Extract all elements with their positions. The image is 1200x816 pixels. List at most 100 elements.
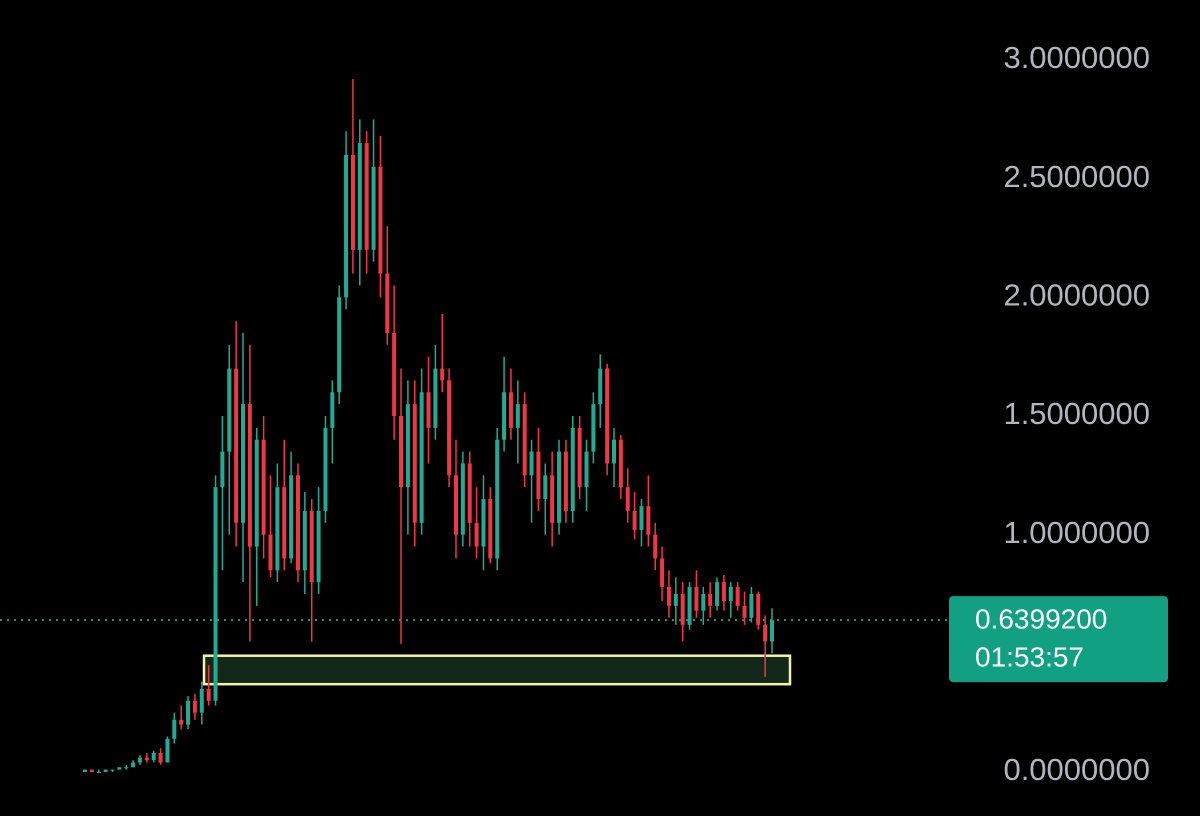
candle-body: [220, 451, 225, 488]
candle-body: [632, 510, 637, 530]
candle-body: [570, 427, 575, 511]
candle-body: [433, 368, 438, 428]
y-tick-label: 3.0000000: [1003, 40, 1150, 75]
candle-body: [694, 586, 699, 611]
candle-body: [268, 534, 273, 571]
candle-body: [618, 439, 623, 488]
candle-body: [302, 510, 307, 571]
price-label-box: [949, 596, 1168, 683]
candle-body: [385, 273, 390, 333]
support-zone: [202, 654, 792, 686]
candle-body: [247, 404, 252, 547]
candle-body: [536, 451, 541, 500]
candle-body: [378, 166, 383, 274]
candle-body: [488, 499, 493, 559]
candle-body: [660, 558, 665, 587]
candle-body: [392, 332, 397, 416]
candle-body: [508, 392, 513, 428]
candle-body: [234, 368, 239, 523]
candle-body: [89, 769, 94, 772]
candle-body: [522, 404, 527, 476]
candle-body: [172, 719, 177, 739]
candle-body: [735, 586, 740, 606]
candle-body: [639, 506, 644, 530]
candle-body: [557, 451, 562, 523]
candle-body: [770, 620, 774, 642]
candle-body: [199, 688, 204, 713]
y-tick-label: 2.5000000: [1003, 159, 1150, 194]
candle-body: [543, 475, 548, 500]
candle-body: [144, 757, 149, 761]
candle-body: [419, 392, 424, 523]
candle-body: [673, 594, 678, 606]
candle-body: [653, 534, 658, 559]
candle-body: [749, 594, 754, 618]
candle-body: [426, 392, 431, 428]
candle-body: [763, 624, 768, 642]
candle-body: [344, 154, 349, 298]
candle-body: [412, 404, 417, 523]
candle-body: [330, 392, 335, 428]
candle-body: [261, 439, 266, 535]
candle-body: [316, 510, 321, 583]
candle-body: [254, 439, 259, 547]
candle-body: [275, 487, 280, 571]
candle-body: [151, 753, 156, 761]
candle-body: [447, 380, 452, 476]
price-label: 0.6399200: [975, 604, 1107, 635]
candle-body: [357, 143, 362, 250]
candle-body: [364, 143, 369, 250]
candle-body: [756, 594, 761, 625]
candle-body: [289, 475, 294, 559]
candle-body: [206, 688, 211, 701]
candle-body: [721, 582, 726, 602]
candle-body: [131, 762, 136, 768]
y-tick-label: 0.0000000: [1003, 752, 1150, 787]
candle-body: [371, 166, 376, 250]
candle-body: [295, 475, 300, 571]
candle-body: [646, 506, 651, 535]
candle-body: [666, 586, 671, 606]
candle-body: [625, 487, 630, 511]
y-tick-label: 2.0000000: [1003, 278, 1150, 313]
candle-body: [715, 582, 720, 606]
candle-body: [350, 154, 355, 250]
candle-body: [605, 368, 610, 464]
candle-body: [474, 522, 479, 547]
candle-body: [701, 594, 706, 611]
candle-body: [83, 769, 87, 772]
candle-body: [227, 368, 232, 452]
candle-body: [124, 767, 129, 769]
candle-body: [502, 392, 507, 440]
candle-body: [467, 463, 472, 523]
candle-body: [611, 439, 616, 464]
candle-body: [598, 368, 603, 405]
candle-body: [192, 700, 197, 713]
countdown-label: 01:53:57: [975, 642, 1084, 673]
candle-body: [309, 510, 314, 583]
candle-body: [117, 767, 122, 770]
candle-body: [282, 487, 287, 559]
candle-body: [323, 427, 328, 511]
candle-body: [529, 451, 534, 476]
candle-body: [96, 772, 101, 773]
candle-body: [563, 451, 568, 511]
candle-body: [460, 463, 465, 535]
candle-body: [137, 757, 142, 763]
candle-body: [110, 769, 115, 771]
candle-body: [577, 427, 582, 488]
candle-body: [213, 487, 218, 701]
candle-body: [103, 769, 108, 772]
candle-body: [179, 719, 184, 725]
candle-body: [708, 594, 713, 606]
candle-body: [550, 475, 555, 523]
candle-body: [405, 404, 410, 488]
y-tick-label: 1.0000000: [1003, 515, 1150, 550]
candle-body: [165, 738, 170, 763]
candle-body: [515, 404, 520, 428]
candle-body: [742, 605, 747, 618]
candle-body: [241, 404, 246, 523]
candle-body: [337, 297, 342, 393]
candle-body: [158, 753, 163, 763]
